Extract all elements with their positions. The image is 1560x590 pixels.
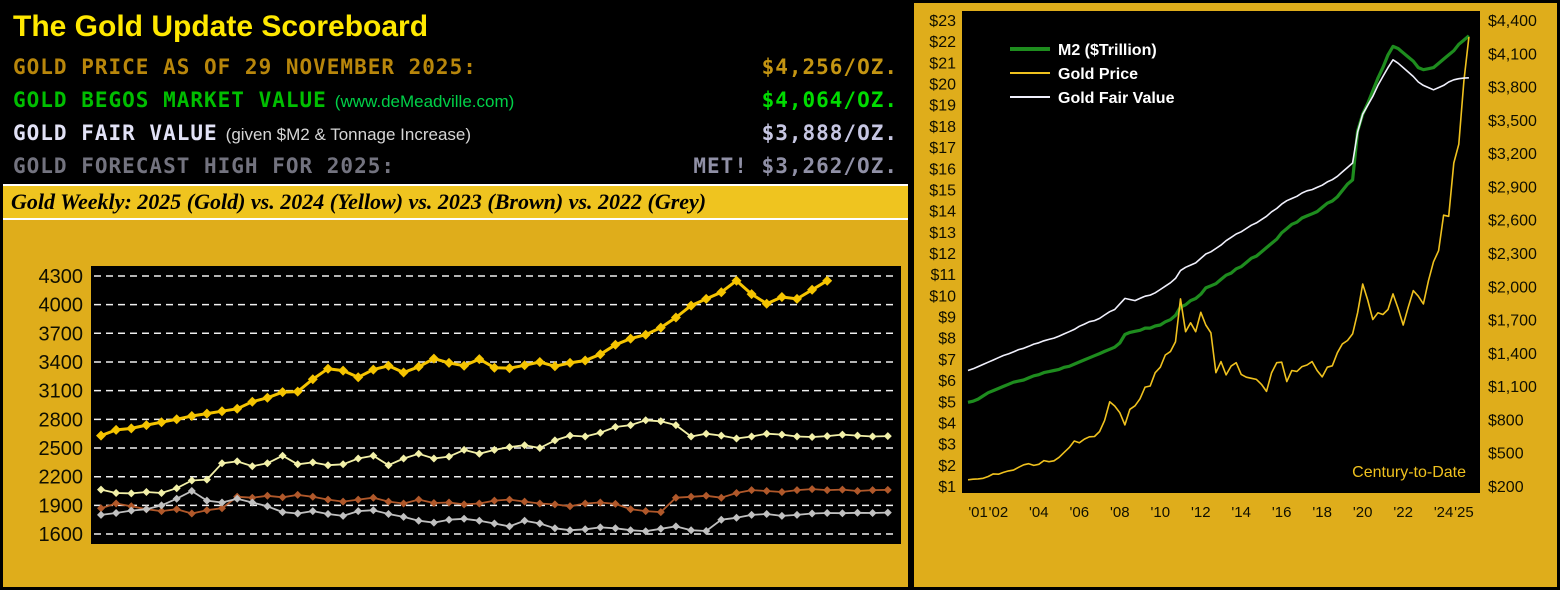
begos-value-value: $4,064/OZ.	[761, 87, 898, 112]
left-panel: The Gold Update Scoreboard GOLD PRICE AS…	[3, 3, 914, 587]
svg-text:1600: 1600	[39, 524, 84, 546]
gold-price-value: $4,256/OZ.	[761, 54, 898, 79]
svg-text:$4,400: $4,400	[1488, 13, 1537, 30]
svg-text:'10: '10	[1151, 504, 1171, 521]
svg-text:$21: $21	[929, 55, 956, 72]
svg-text:$20: $20	[929, 77, 956, 94]
gold-weekly-chart: 4300 4000 3700 3400 3100 2800 2500 2200 1900 1600	[3, 220, 908, 587]
svg-text:'04: '04	[1029, 504, 1049, 521]
svg-text:'01: '01	[968, 504, 988, 521]
svg-text:'24: '24	[1434, 504, 1454, 521]
svg-text:$19: $19	[929, 98, 956, 115]
svg-text:'14: '14	[1231, 504, 1251, 521]
svg-text:$1,700: $1,700	[1488, 313, 1537, 330]
svg-text:1900: 1900	[39, 495, 84, 517]
svg-text:'20: '20	[1353, 504, 1373, 521]
svg-text:$3: $3	[938, 437, 956, 454]
page-title: The Gold Update Scoreboard	[13, 10, 429, 43]
svg-text:'25: '25	[1454, 504, 1474, 521]
svg-text:2500: 2500	[39, 438, 84, 460]
svg-text:$1: $1	[938, 479, 956, 496]
forecast-high-label: GOLD FORECAST HIGH FOR 2025:	[13, 154, 403, 178]
svg-text:$7: $7	[938, 352, 956, 369]
scoreboard-row-gold-price: GOLD PRICE AS OF 29 NOVEMBER 2025: $4,25…	[3, 50, 908, 83]
svg-text:3100: 3100	[39, 381, 84, 403]
svg-text:'22: '22	[1393, 504, 1413, 521]
svg-text:4300: 4300	[39, 266, 84, 288]
scoreboard-row-fair-value: GOLD FAIR VALUE (given $M2 & Tonnage Inc…	[3, 116, 908, 149]
svg-text:$15: $15	[929, 182, 956, 199]
gold-weekly-banner: Gold Weekly: 2025 (Gold) vs. 2024 (Yello…	[3, 184, 908, 220]
gold-weekly-chart-svg: 4300 4000 3700 3400 3100 2800 2500 2200 1900 1600	[39, 266, 901, 546]
svg-text:$6: $6	[938, 373, 956, 390]
fair-value-label-text: GOLD FAIR VALUE	[13, 120, 218, 145]
svg-text:$22: $22	[929, 34, 956, 51]
gold-price-label: GOLD PRICE AS OF 29 NOVEMBER 2025:	[13, 55, 485, 79]
fair-value-value: $3,888/OZ.	[761, 120, 898, 145]
begos-value-note: (www.deMeadville.com)	[334, 91, 515, 111]
svg-text:$200: $200	[1488, 479, 1524, 496]
svg-text:$3,200: $3,200	[1488, 146, 1537, 163]
scoreboard-row-begos-value: GOLD BEGOS MARKET VALUE (www.deMeadville…	[3, 83, 908, 116]
svg-text:$2,600: $2,600	[1488, 213, 1537, 230]
svg-text:Century-to-Date: Century-to-Date	[1352, 464, 1466, 481]
svg-text:$10: $10	[929, 288, 956, 305]
svg-text:'06: '06	[1070, 504, 1090, 521]
svg-text:M2 ($Trillion): M2 ($Trillion)	[1058, 42, 1157, 59]
begos-value-label-text: GOLD BEGOS MARKET VALUE	[13, 87, 327, 112]
svg-text:$11: $11	[930, 267, 956, 284]
scoreboard-row-forecast-high: GOLD FORECAST HIGH FOR 2025: MET! $3,262…	[3, 149, 908, 182]
svg-text:$23: $23	[929, 13, 956, 30]
svg-text:$18: $18	[929, 119, 956, 136]
svg-text:$2,000: $2,000	[1488, 279, 1537, 296]
century-to-date-panel: $23 $22 $21 $20 $19 $18 $17 $16 $15 $14 $13 $12 $11 $…	[914, 3, 1557, 587]
svg-text:$500: $500	[1488, 446, 1524, 463]
svg-text:'02: '02	[989, 504, 1009, 521]
svg-text:2800: 2800	[39, 409, 84, 431]
svg-text:$16: $16	[929, 161, 956, 178]
svg-text:4000: 4000	[39, 295, 84, 317]
svg-text:$3,800: $3,800	[1488, 80, 1537, 97]
svg-text:$800: $800	[1488, 412, 1524, 429]
forecast-high-label-text: GOLD FORECAST HIGH FOR 2025:	[13, 153, 396, 178]
forecast-high-value: MET! $3,262/OZ.	[693, 153, 898, 178]
svg-text:$1,400: $1,400	[1488, 346, 1537, 363]
svg-text:$14: $14	[929, 204, 956, 221]
svg-text:$2,300: $2,300	[1488, 246, 1537, 263]
fair-value-note: (given $M2 & Tonnage Increase)	[225, 124, 472, 144]
svg-text:3400: 3400	[39, 352, 84, 374]
svg-text:'12: '12	[1191, 504, 1211, 521]
svg-text:Gold Fair Value: Gold Fair Value	[1058, 90, 1175, 107]
century-to-date-chart-svg: $23 $22 $21 $20 $19 $18 $17 $16 $15 $14 $13 $12 $11 $…	[929, 11, 1537, 521]
svg-text:'18: '18	[1312, 504, 1332, 521]
svg-text:$2,900: $2,900	[1488, 179, 1537, 196]
gold-price-label-text: GOLD PRICE AS OF 29 NOVEMBER 2025:	[13, 54, 477, 79]
svg-text:$13: $13	[929, 225, 956, 242]
svg-text:'16: '16	[1272, 504, 1292, 521]
svg-text:Gold Price: Gold Price	[1058, 66, 1138, 83]
svg-text:$1,100: $1,100	[1488, 379, 1537, 396]
svg-text:3700: 3700	[39, 323, 84, 345]
svg-text:$12: $12	[929, 246, 956, 263]
svg-text:$4,100: $4,100	[1488, 46, 1537, 63]
svg-text:$5: $5	[938, 394, 956, 411]
svg-text:$9: $9	[938, 310, 956, 327]
svg-text:2200: 2200	[39, 467, 84, 489]
begos-value-label: GOLD BEGOS MARKET VALUE (www.deMeadville…	[13, 88, 514, 112]
scoreboard: The Gold Update Scoreboard GOLD PRICE AS…	[3, 3, 908, 184]
svg-text:'08: '08	[1110, 504, 1130, 521]
fair-value-label: GOLD FAIR VALUE (given $M2 & Tonnage Inc…	[13, 121, 471, 145]
svg-text:$4: $4	[938, 415, 956, 432]
svg-text:$8: $8	[938, 331, 956, 348]
svg-text:$17: $17	[929, 140, 956, 157]
svg-text:$3,500: $3,500	[1488, 113, 1537, 130]
svg-text:$2: $2	[938, 458, 956, 475]
